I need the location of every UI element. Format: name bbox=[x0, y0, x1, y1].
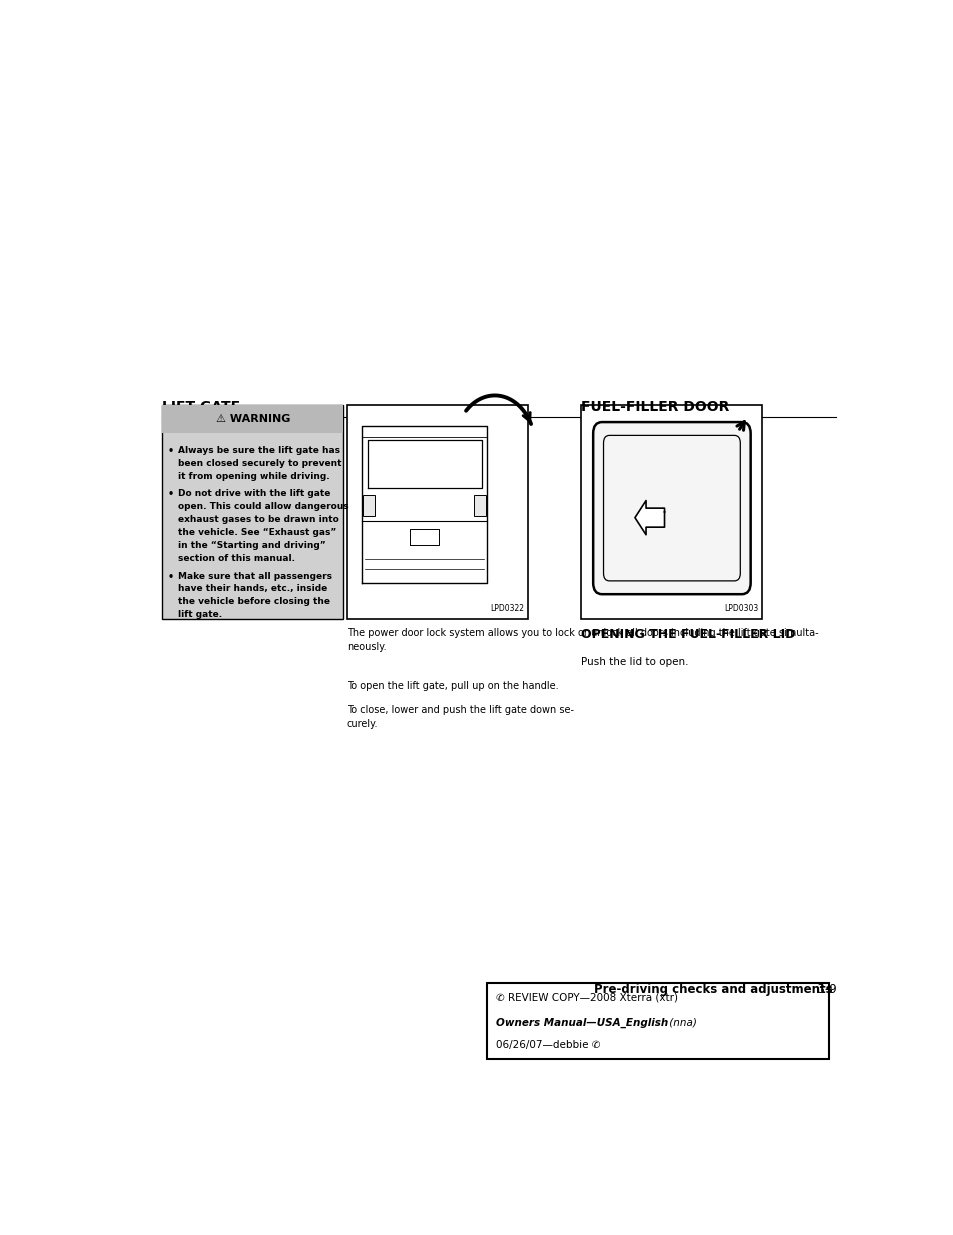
Text: Push the lid to open.: Push the lid to open. bbox=[580, 657, 688, 667]
Text: Owners Manual—USA_English: Owners Manual—USA_English bbox=[496, 1018, 668, 1028]
Text: it from opening while driving.: it from opening while driving. bbox=[177, 472, 329, 480]
Bar bbox=[363, 495, 375, 516]
Text: FUEL-FILLER DOOR: FUEL-FILLER DOOR bbox=[580, 400, 729, 414]
Bar bbox=[474, 495, 485, 516]
Text: exhaust gases to be drawn into: exhaust gases to be drawn into bbox=[177, 515, 338, 524]
Text: LIFT GATE: LIFT GATE bbox=[162, 400, 240, 414]
Text: ⚠ WARNING: ⚠ WARNING bbox=[215, 414, 290, 424]
Bar bbox=[487, 983, 828, 1060]
Bar bbox=[580, 405, 761, 619]
Text: Pre-driving checks and adjustments: Pre-driving checks and adjustments bbox=[594, 983, 832, 997]
Text: (nna): (nna) bbox=[665, 1018, 697, 1028]
FancyBboxPatch shape bbox=[603, 436, 740, 580]
Text: 3-9: 3-9 bbox=[809, 983, 836, 997]
Text: OPENING THE FUEL-FILLER LID: OPENING THE FUEL-FILLER LID bbox=[580, 629, 795, 641]
Polygon shape bbox=[635, 500, 664, 535]
Bar bbox=[162, 405, 343, 619]
Text: The power door lock system allows you to lock or unlock all doors including the : The power door lock system allows you to… bbox=[347, 629, 818, 652]
Text: in the “Starting and driving”: in the “Starting and driving” bbox=[177, 541, 325, 550]
Bar bbox=[162, 405, 343, 433]
Text: LPD0322: LPD0322 bbox=[490, 604, 524, 614]
Text: LPD0303: LPD0303 bbox=[723, 604, 758, 614]
Text: 06/26/07—debbie ✆: 06/26/07—debbie ✆ bbox=[496, 1040, 600, 1050]
Text: To open the lift gate, pull up on the handle.: To open the lift gate, pull up on the ha… bbox=[347, 680, 558, 690]
Text: Always be sure the lift gate has: Always be sure the lift gate has bbox=[177, 446, 339, 454]
Text: been closed securely to prevent: been closed securely to prevent bbox=[177, 458, 341, 468]
Text: •: • bbox=[168, 446, 174, 456]
Text: open. This could allow dangerous: open. This could allow dangerous bbox=[177, 503, 348, 511]
Text: ✆ REVIEW COPY—2008 Xterra (xtr): ✆ REVIEW COPY—2008 Xterra (xtr) bbox=[496, 993, 678, 1003]
Text: lift gate.: lift gate. bbox=[177, 610, 221, 619]
Text: •: • bbox=[168, 572, 174, 582]
Text: •: • bbox=[168, 489, 174, 499]
Text: have their hands, etc., inside: have their hands, etc., inside bbox=[177, 584, 327, 594]
Text: the vehicle. See “Exhaust gas”: the vehicle. See “Exhaust gas” bbox=[177, 529, 335, 537]
FancyBboxPatch shape bbox=[593, 422, 750, 594]
Text: Make sure that all passengers: Make sure that all passengers bbox=[177, 572, 332, 580]
Text: Do not drive with the lift gate: Do not drive with the lift gate bbox=[177, 489, 330, 499]
Bar bbox=[347, 405, 528, 619]
Text: the vehicle before closing the: the vehicle before closing the bbox=[177, 598, 330, 606]
Text: section of this manual.: section of this manual. bbox=[177, 553, 294, 563]
Text: To close, lower and push the lift gate down se-
curely.: To close, lower and push the lift gate d… bbox=[347, 704, 574, 729]
